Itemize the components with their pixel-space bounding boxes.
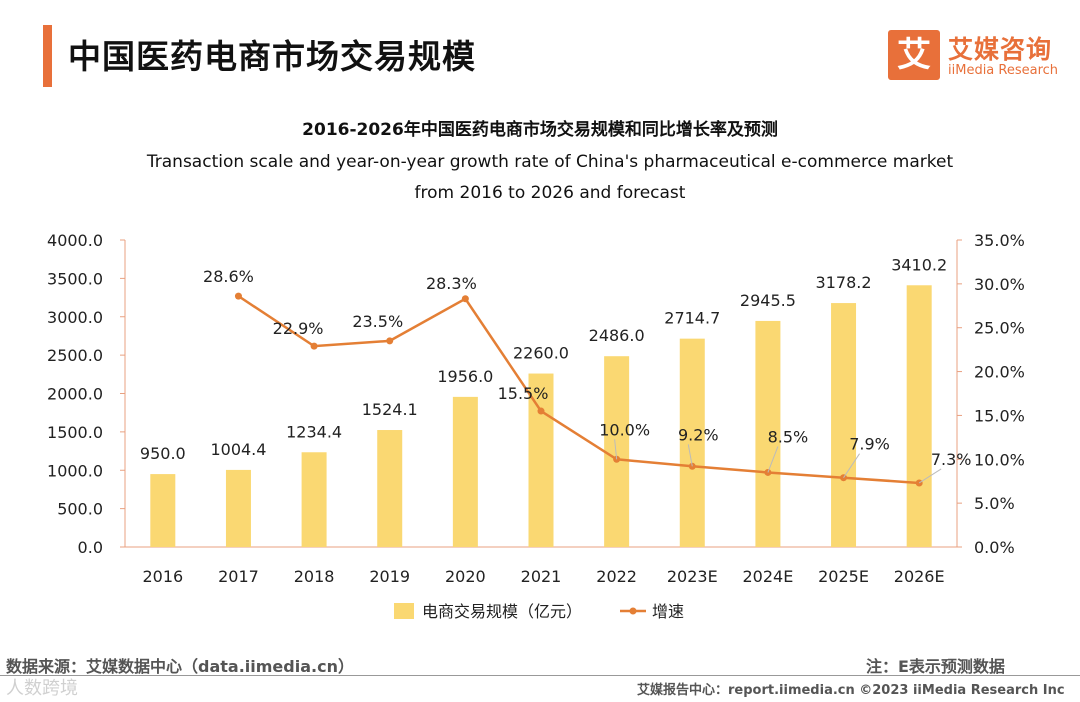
bar	[150, 474, 176, 547]
bar	[755, 320, 781, 547]
bar-label: 1956.0	[437, 367, 493, 386]
bar-label: 950.0	[140, 444, 186, 463]
logo-mark: 艾	[888, 30, 940, 80]
y-tick-label-left: 1500.0	[47, 423, 103, 442]
bar-label: 2260.0	[513, 344, 569, 363]
bar-label: 1004.4	[210, 440, 266, 459]
x-tick-label: 2019	[369, 567, 410, 586]
y-tick-label-right: 0.0%	[974, 538, 1015, 557]
title-accent-bar	[43, 25, 52, 87]
growth-point	[310, 342, 318, 350]
growth-point	[386, 337, 394, 345]
bar	[528, 373, 554, 547]
growth-leader-line	[687, 444, 693, 467]
x-tick-label: 2021	[521, 567, 562, 586]
y-tick-label-right: 20.0%	[974, 363, 1025, 382]
logo-text-cn: 艾媒咨询	[948, 35, 1053, 64]
y-tick-label-left: 3500.0	[47, 269, 103, 288]
bar-label: 3410.2	[891, 255, 947, 274]
bar	[906, 285, 932, 547]
growth-point	[461, 295, 469, 303]
footer-credit: 艾媒报告中心：report.iimedia.cn ©2023 iiMedia R…	[637, 683, 1065, 698]
growth-leader-line	[843, 453, 860, 478]
growth-label: 23.5%	[352, 312, 403, 331]
bar	[831, 303, 857, 547]
growth-label: 15.5%	[498, 384, 549, 403]
x-tick-label: 2018	[294, 567, 335, 586]
chart-title: 2016-2026年中国医药电商市场交易规模和同比增长率及预测	[302, 120, 778, 140]
bar-label: 1234.4	[286, 422, 342, 441]
y-tick-label-right: 25.0%	[974, 319, 1025, 338]
bar	[679, 338, 705, 547]
footer-divider	[0, 675, 1080, 676]
y-tick-label-left: 500.0	[57, 500, 103, 519]
bar-label: 2714.7	[664, 309, 720, 328]
x-tick-label: 2022	[596, 567, 637, 586]
y-tick-label-left: 2500.0	[47, 346, 103, 365]
legend-label-line: 增速	[652, 602, 684, 621]
bar-label: 3178.2	[816, 273, 872, 292]
bar	[604, 356, 630, 547]
x-tick-label: 2020	[445, 567, 486, 586]
forecast-note: 注：E表示预测数据	[866, 657, 1005, 676]
x-tick-label: 2024E	[742, 567, 793, 586]
y-tick-label-left: 3000.0	[47, 308, 103, 327]
bar	[452, 396, 478, 547]
x-tick-label: 2023E	[667, 567, 718, 586]
y-tick-label-right: 10.0%	[974, 450, 1025, 469]
legend-swatch-point	[629, 607, 637, 615]
logo-text-en: iiMedia Research	[948, 63, 1059, 78]
x-tick-label: 2017	[218, 567, 259, 586]
bar-label: 2945.5	[740, 291, 796, 310]
bar-label: 1524.1	[362, 400, 418, 419]
legend-swatch-bar	[394, 603, 414, 619]
y-tick-label-left: 2000.0	[47, 385, 103, 404]
growth-label: 8.5%	[768, 427, 809, 446]
y-tick-label-left: 4000.0	[47, 231, 103, 250]
growth-label: 28.3%	[426, 274, 477, 293]
y-tick-label-right: 30.0%	[974, 275, 1025, 294]
growth-label: 9.2%	[678, 425, 719, 444]
bar	[301, 452, 327, 547]
iimedia-logo: 艾 艾媒咨询 iiMedia Research	[888, 30, 1063, 82]
growth-leader-line	[767, 446, 779, 473]
x-tick-label: 2016	[142, 567, 183, 586]
growth-line	[237, 295, 920, 485]
y-tick-label-left: 1000.0	[47, 461, 103, 480]
chart-subtitle: Transaction scale and year-on-year growt…	[146, 152, 954, 203]
bar	[377, 430, 403, 547]
y-tick-label-right: 35.0%	[974, 231, 1025, 250]
page-title: 中国医药电商市场交易规模	[68, 37, 476, 76]
growth-label: 22.9%	[273, 319, 324, 338]
data-source: 数据来源：艾媒数据中心（data.iimedia.cn）	[6, 657, 354, 676]
x-tick-label: 2026E	[894, 567, 945, 586]
growth-label: 28.6%	[203, 267, 254, 286]
y-tick-label-left: 0.0	[78, 538, 103, 557]
y-tick-label-right: 5.0%	[974, 494, 1015, 513]
growth-label: 7.9%	[849, 435, 890, 454]
growth-leader-line	[614, 439, 618, 460]
growth-leader-line	[918, 468, 942, 484]
growth-point	[537, 407, 545, 415]
growth-point	[234, 292, 242, 300]
growth-label: 7.3%	[931, 450, 972, 469]
bar-label: 2486.0	[589, 326, 645, 345]
y-tick-label-right: 15.0%	[974, 406, 1025, 425]
growth-label: 10.0%	[599, 420, 650, 439]
watermark: 人数跨境	[6, 678, 78, 699]
bar	[225, 469, 251, 547]
x-tick-label: 2025E	[818, 567, 869, 586]
legend-label-bar: 电商交易规模（亿元）	[422, 602, 582, 621]
